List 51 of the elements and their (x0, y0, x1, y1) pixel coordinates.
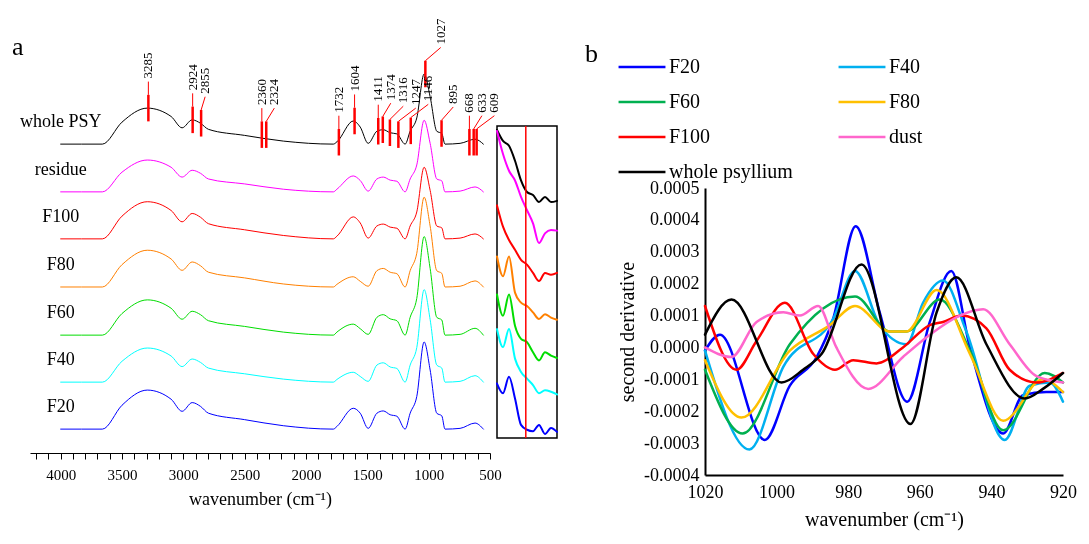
series-label: residue (34, 158, 87, 179)
x-tick-label: 960 (906, 481, 934, 502)
x-tick-label: 2000 (291, 466, 322, 483)
annotation: 609 (486, 93, 502, 113)
x-axis-title: wavenumber (cm⁻¹) (189, 488, 332, 510)
y-tick-label: 0.0001 (650, 305, 700, 326)
y-tick-label: 0.0005 (650, 177, 700, 198)
x-tick-label: 940 (978, 481, 1006, 502)
annotation: 1146 (420, 75, 436, 102)
y-tick-label: 0.0003 (650, 241, 700, 262)
series-label: F40 (46, 349, 75, 370)
chart-title: b (585, 39, 598, 68)
annotation: 2924 (184, 63, 200, 91)
y-tick-label: 0.0002 (650, 273, 700, 294)
legend-label: F60 (669, 90, 701, 112)
series-label: F20 (46, 396, 75, 417)
legend-label: F40 (889, 55, 921, 77)
y-tick-label: 0.0004 (650, 209, 700, 230)
chart-title: a (12, 32, 24, 61)
annotation: 1027 (432, 17, 448, 45)
annotation: 2855 (197, 67, 213, 94)
series-label: F100 (42, 205, 80, 226)
x-axis-title: wavenumber (cm⁻¹) (804, 507, 965, 531)
x-tick-label: 500 (479, 466, 502, 483)
y-tick-label: -0.0002 (644, 400, 700, 421)
legend-label: dust (889, 125, 923, 147)
y-tick-label: 0.0000 (650, 336, 700, 357)
annotation: 3285 (140, 52, 156, 79)
y-axis-title: second derivative (616, 261, 639, 403)
series-label: whole PSY (19, 111, 102, 132)
series-label: F80 (46, 254, 75, 274)
legend-label: F20 (669, 55, 701, 77)
annotation: 2324 (266, 78, 282, 106)
annotation: 2360 (253, 79, 269, 106)
x-tick-label: 3000 (168, 466, 199, 483)
x-tick-label: 1500 (352, 466, 383, 483)
y-tick-label: -0.0003 (644, 432, 700, 453)
annotation: 895 (445, 84, 461, 104)
x-tick-label: 920 (1050, 481, 1077, 502)
legend-label: F100 (669, 125, 711, 147)
legend-label: F80 (889, 90, 921, 112)
x-tick-label: 1000 (414, 466, 445, 483)
x-tick-label: 4000 (46, 466, 77, 483)
annotation: 1604 (346, 64, 362, 92)
x-tick-label: 980 (835, 481, 863, 502)
y-tick-label: -0.0001 (644, 368, 700, 389)
x-tick-label: 3500 (107, 466, 138, 483)
series-label: F60 (46, 302, 75, 323)
x-tick-label: 1000 (759, 481, 796, 502)
annotation: 1732 (330, 86, 346, 113)
x-tick-label: 2500 (230, 466, 261, 483)
